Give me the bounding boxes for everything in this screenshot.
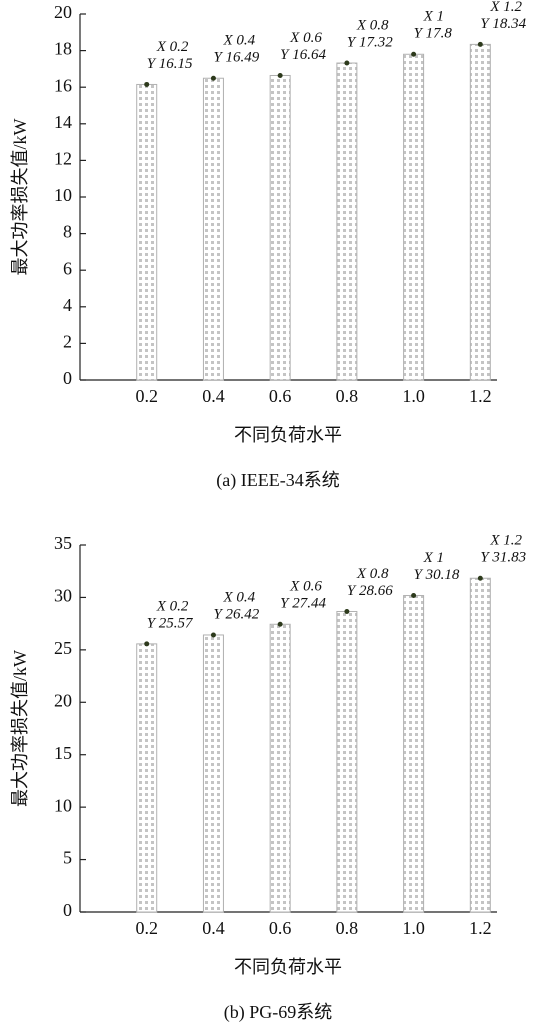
value-label: Y 26.42 <box>213 606 259 622</box>
x-tick-label: 0.8 <box>336 918 359 938</box>
point-label: X 0.4 <box>222 33 255 49</box>
value-label: Y 27.44 <box>280 596 326 612</box>
y-tick-label: 5 <box>63 848 72 868</box>
x-tick-label: 0.6 <box>269 918 292 938</box>
y-tick-label: 35 <box>54 533 72 553</box>
y-tick-label: 14 <box>54 112 72 132</box>
value-label: Y 16.64 <box>280 47 326 63</box>
value-label: Y 17.8 <box>414 26 453 42</box>
point-label: X 0.6 <box>289 30 322 46</box>
x-tick-label: 1.0 <box>402 386 425 406</box>
y-tick-label: 20 <box>54 690 72 710</box>
y-tick-label: 10 <box>54 795 72 815</box>
y-tick-label: 12 <box>54 149 72 169</box>
y-tick-label: 18 <box>54 39 72 59</box>
x-tick-label: 1.2 <box>469 918 492 938</box>
x-axis-label: 不同负荷水平 <box>234 957 342 977</box>
bar-marker <box>144 81 150 87</box>
value-label: Y 17.32 <box>347 34 393 50</box>
bar <box>336 62 358 381</box>
bar-marker <box>144 641 150 647</box>
caption: (b) PG-69系统 <box>224 1002 333 1023</box>
bar <box>269 74 291 381</box>
x-tick-label: 1.2 <box>469 386 492 406</box>
y-axis-label: 最大功率损失值/kW <box>10 118 30 275</box>
x-tick-label: 0.4 <box>202 918 225 938</box>
y-tick-label: 15 <box>54 743 72 763</box>
x-tick-label: 0.8 <box>336 386 359 406</box>
bar <box>136 83 158 381</box>
value-label: Y 18.34 <box>480 16 526 32</box>
bar-marker <box>411 593 417 599</box>
bar-marker <box>277 72 283 78</box>
bar <box>469 43 491 381</box>
bar-marker <box>344 60 350 66</box>
point-label: X 0.4 <box>222 589 255 605</box>
x-tick-label: 0.6 <box>269 386 292 406</box>
point-label: X 0.8 <box>356 566 389 582</box>
value-label: Y 28.66 <box>347 583 393 599</box>
y-tick-label: 0 <box>63 368 72 388</box>
bar <box>269 623 291 913</box>
y-tick-label: 20 <box>54 2 72 22</box>
x-tick-label: 0.2 <box>135 386 158 406</box>
x-tick-label: 0.4 <box>202 386 225 406</box>
bar <box>403 53 425 381</box>
bar-marker <box>477 575 483 581</box>
value-label: Y 31.83 <box>480 550 526 566</box>
bar <box>136 643 158 913</box>
bar <box>336 610 358 913</box>
point-label: X 1 <box>423 550 444 566</box>
bar <box>202 77 224 381</box>
bar-marker <box>477 41 483 47</box>
bar <box>202 634 224 913</box>
bar <box>469 577 491 913</box>
y-tick-label: 25 <box>54 638 72 658</box>
y-tick-label: 4 <box>63 295 72 315</box>
point-label: X 0.2 <box>156 39 189 55</box>
y-tick-label: 10 <box>54 185 72 205</box>
point-label: X 1.2 <box>489 533 522 549</box>
caption: (a) IEEE-34系统 <box>216 470 339 491</box>
y-axis-label: 最大功率损失值/kW <box>10 650 30 807</box>
bar-marker <box>344 608 350 614</box>
x-tick-label: 1.0 <box>402 918 425 938</box>
point-label: X 1 <box>423 9 444 25</box>
bar-marker <box>277 621 283 627</box>
point-label: X 0.8 <box>356 17 389 33</box>
point-label: X 0.2 <box>156 598 189 614</box>
x-axis-label: 不同负荷水平 <box>234 425 342 445</box>
y-tick-label: 6 <box>63 258 72 278</box>
x-tick-label: 0.2 <box>135 918 158 938</box>
y-tick-label: 30 <box>54 586 72 606</box>
point-label: X 1.2 <box>489 0 522 15</box>
value-label: Y 16.49 <box>213 50 259 66</box>
value-label: Y 25.57 <box>147 615 194 631</box>
value-label: Y 30.18 <box>414 567 460 583</box>
y-tick-label: 16 <box>54 75 72 95</box>
bar-marker <box>210 75 216 81</box>
y-tick-label: 2 <box>63 332 72 352</box>
bar <box>403 595 425 913</box>
y-tick-label: 0 <box>63 900 72 920</box>
y-tick-label: 8 <box>63 222 72 242</box>
bar-marker <box>411 51 417 57</box>
point-label: X 0.6 <box>289 579 322 595</box>
bar-marker <box>210 632 216 638</box>
value-label: Y 16.15 <box>147 56 193 72</box>
